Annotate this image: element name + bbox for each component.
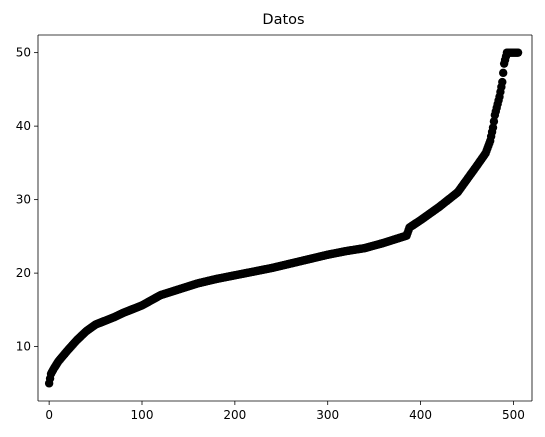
x-tick-label: 400: [409, 408, 432, 422]
y-tick-label: 30: [16, 193, 31, 207]
x-tick-label: 200: [223, 408, 246, 422]
y-axis-ticks: 10 20 30 40 50: [16, 46, 38, 354]
y-tick-label: 10: [16, 340, 31, 354]
data-point: [499, 68, 508, 78]
x-tick-label: 0: [45, 408, 53, 422]
y-tick-label: 40: [16, 119, 31, 133]
x-tick-label: 500: [502, 408, 525, 422]
data-point: [489, 117, 499, 126]
x-axis-ticks: 0 100 200 300 400 500: [45, 401, 525, 422]
y-tick-label: 50: [16, 46, 31, 60]
data-points: [44, 48, 523, 388]
data-point: [498, 77, 507, 87]
x-tick-label: 100: [131, 408, 154, 422]
axes: [37, 34, 533, 402]
y-tick-label: 20: [16, 266, 31, 280]
data-point: [513, 48, 523, 57]
chart-title: Datos: [262, 12, 304, 28]
x-tick-label: 300: [316, 408, 339, 422]
data-point: [488, 123, 498, 132]
